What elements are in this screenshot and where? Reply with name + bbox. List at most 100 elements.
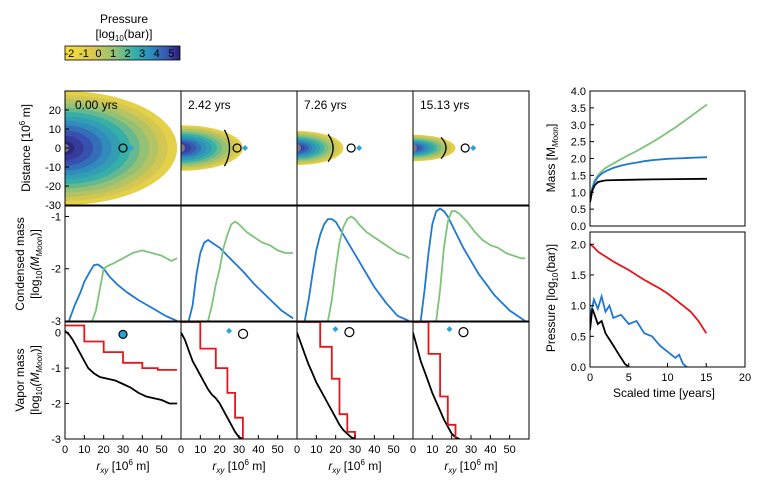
rxy-xlabel: rxy [106 m]	[96, 458, 149, 475]
ytick-label: 0.0	[571, 362, 586, 374]
colorbar-tick-label: 2	[125, 48, 131, 60]
distance-ylabel: Distance [106 m]	[18, 104, 33, 192]
ytick-label: 20	[49, 105, 61, 117]
roche-marker	[232, 143, 242, 153]
ytick-label: -3	[51, 434, 61, 446]
pressure-map-panel: 7.26 yrs	[296, 90, 414, 206]
ytick-label: 2.0	[571, 239, 586, 251]
colorbar-tick-label: 5	[168, 48, 174, 60]
plot-area	[303, 215, 410, 321]
panel-frame	[180, 321, 298, 440]
colorbar-unit: [log10(bar)]	[96, 27, 153, 43]
plot-area	[297, 322, 356, 439]
disk-marker	[446, 326, 453, 333]
disk-marker	[332, 326, 339, 333]
roche-marker	[118, 329, 128, 340]
vapor-mass-panel: 0 10 20 30 40 50 rxy [106 m]	[294, 321, 414, 475]
green-series-line	[91, 249, 178, 321]
pressure-field	[297, 130, 344, 166]
xtick-label: 10	[194, 444, 206, 456]
plot-area	[187, 220, 294, 321]
vapor-mass-ylabel: Vapor mass [log10(MMoon)]	[13, 345, 44, 415]
xtick-label: 10	[661, 372, 673, 384]
xtick-label: 50	[156, 444, 168, 456]
pressure-ylabel: Pressure [log10(bar)]	[544, 244, 560, 352]
xtick-label: 30	[465, 444, 477, 456]
ytick-label: 2.0	[571, 154, 586, 166]
xtick-label: 0	[294, 444, 300, 456]
panel-frame	[64, 205, 182, 322]
ytick-label: 3.5	[571, 103, 586, 115]
xtick-label: 30	[233, 444, 245, 456]
vapor-mass-panel: 0 10 20 30 40 50 rxy [106 m]	[178, 321, 298, 475]
planet-core	[413, 144, 417, 152]
xtick-label: 15	[700, 372, 712, 384]
xtick-label: 0	[62, 444, 68, 456]
blue-series-line	[590, 293, 688, 367]
green-series-line	[207, 220, 294, 321]
xtick-label: 20	[214, 444, 226, 456]
colorbar-tick-label: -2	[64, 48, 74, 60]
ytick-label: -20	[45, 181, 61, 193]
ytick-label: 1.0	[571, 187, 586, 199]
condensed-mass-panel	[180, 205, 298, 322]
xtick-label: 0	[178, 444, 184, 456]
time-label: 7.26 yrs	[304, 98, 347, 112]
plot-area	[181, 322, 244, 439]
plot-area	[68, 249, 178, 321]
panel-frame	[64, 321, 182, 440]
ytick-label: -2	[51, 399, 61, 411]
xtick-label: 30	[117, 444, 129, 456]
colorbar-tick-label: 3	[139, 48, 145, 60]
ytick-label: -10	[45, 162, 61, 174]
ytick-label: 0	[55, 143, 61, 155]
vapor-mass-panel: 0 10 20 30 40 50 rxy [106 m]	[410, 321, 530, 475]
xtick-label: 50	[388, 444, 400, 456]
roche-marker	[118, 143, 128, 153]
ytick-label: -3	[51, 316, 61, 328]
pressure-contour	[65, 141, 75, 155]
roche-arc	[223, 129, 231, 167]
disk-marker	[356, 145, 363, 151]
xtick-label: 10	[426, 444, 438, 456]
plot-area	[65, 324, 178, 405]
xtick-label: 30	[349, 444, 361, 456]
pressure-field	[65, 91, 178, 205]
blue-series-line	[68, 263, 178, 321]
disk-marker	[470, 145, 477, 151]
time-label: 15.13 yrs	[420, 98, 469, 112]
roche-arc	[440, 136, 447, 160]
blue-series-line	[419, 207, 526, 321]
panel-frame	[412, 90, 530, 206]
colorbar-tick-label: 1	[110, 48, 116, 60]
pressure-map-panel: 15.13 yrs	[412, 90, 530, 206]
mass-ylabel: Mass [MMoon]	[544, 124, 560, 193]
svg-text:Condensed mass: Condensed mass	[13, 217, 27, 310]
rxy-xlabel: rxy [106 m]	[212, 458, 265, 475]
condensed-mass-panel	[296, 205, 414, 322]
red-series-line	[297, 322, 356, 439]
time-label: 0.00 yrs	[75, 98, 118, 112]
ytick-label: -2	[51, 264, 61, 276]
ytick-label: 4.0	[571, 86, 586, 98]
xtick-label: 50	[504, 444, 516, 456]
colorbar-title: Pressure	[100, 12, 148, 26]
green-series-line	[327, 215, 410, 321]
red-series-line	[413, 322, 457, 439]
mass-vs-time-panel: 4.0 3.5 3.0 2.5 2.0 1.5 1.0 0.5 0.0	[571, 86, 746, 233]
planet-core	[181, 144, 185, 152]
panel-frame	[412, 205, 530, 322]
disk-marker	[128, 145, 134, 151]
xtick-label: 10	[78, 444, 90, 456]
red-series-line	[65, 324, 178, 371]
condensed-mass-ylabel: Condensed mass [log10(MMoon)]	[13, 217, 44, 310]
rxy-xlabel: rxy [106 m]	[328, 458, 381, 475]
black-series-line	[181, 332, 244, 439]
ytick-label: 1.5	[571, 270, 586, 282]
disk-marker	[242, 145, 249, 151]
pressure-map-panel: 0.00 yrs 20 10 0 -10 -20 -30	[45, 90, 182, 212]
black-series-line	[297, 332, 356, 439]
disk-marker	[226, 327, 233, 334]
black-series-line	[413, 332, 460, 439]
green-series-line	[590, 103, 708, 198]
